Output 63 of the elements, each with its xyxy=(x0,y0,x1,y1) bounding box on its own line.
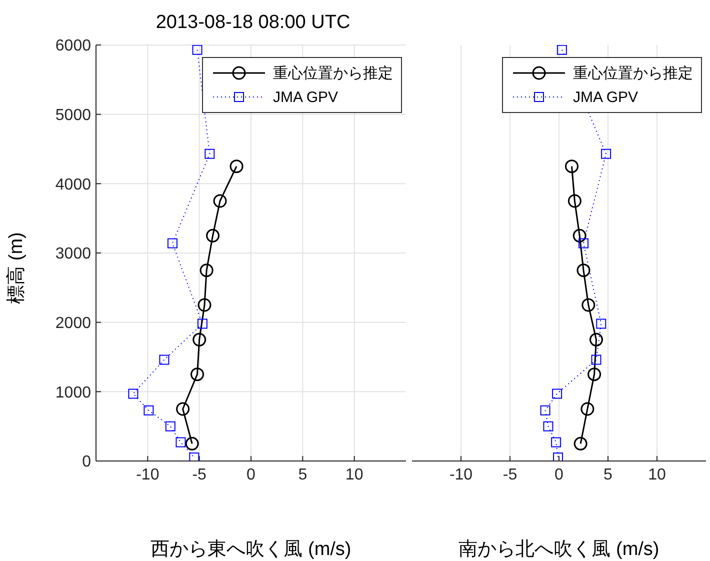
point xyxy=(596,318,606,329)
point xyxy=(185,436,199,450)
x-tick-label: 0 xyxy=(554,466,564,484)
y-tick-label: 2000 xyxy=(55,315,92,332)
y-tick-label: 6000 xyxy=(55,38,92,55)
x-tick-label: 0 xyxy=(246,466,256,484)
point xyxy=(213,194,227,208)
point xyxy=(159,354,170,365)
x-tick-label: -10 xyxy=(136,466,160,484)
legend-label: JMA GPV xyxy=(273,88,338,106)
point xyxy=(165,421,176,432)
x-tick-label: -5 xyxy=(192,466,207,484)
x-tick-label: 5 xyxy=(298,466,308,484)
point xyxy=(553,452,564,461)
legend-label: 重心位置から推定 xyxy=(573,64,693,82)
point xyxy=(176,437,186,448)
point xyxy=(540,405,550,416)
x-tick-label: -10 xyxy=(449,466,473,484)
point xyxy=(198,298,212,312)
point xyxy=(189,452,200,461)
point xyxy=(543,421,554,432)
point xyxy=(568,194,582,208)
point xyxy=(204,148,215,159)
point xyxy=(572,228,586,242)
point xyxy=(589,332,603,346)
point xyxy=(552,388,562,399)
x-axis-title: 西から東へ吹く風 (m/s) xyxy=(150,538,352,561)
point xyxy=(167,238,178,248)
x-tick-label: -5 xyxy=(502,466,518,484)
point xyxy=(192,45,202,55)
point xyxy=(144,405,154,416)
point xyxy=(192,332,206,346)
y-tick-label: 4000 xyxy=(55,176,92,194)
legend-label: 重心位置から推定 xyxy=(273,64,393,82)
y-tick-label: 5000 xyxy=(55,107,92,124)
y-tick-label: 0 xyxy=(82,454,92,471)
point xyxy=(230,160,244,174)
x-tick-label: 10 xyxy=(648,466,666,484)
point xyxy=(197,318,208,329)
point xyxy=(556,45,567,55)
point xyxy=(588,368,602,382)
point xyxy=(128,388,138,399)
point xyxy=(578,238,588,248)
x-axis-title: 南から北へ吹く風 (m/s) xyxy=(458,538,660,561)
point xyxy=(564,160,578,174)
point xyxy=(580,402,594,416)
legend-label: JMA GPV xyxy=(573,88,638,106)
y-tick-label: 1000 xyxy=(55,384,92,402)
y-tick-label: 3000 xyxy=(55,246,92,263)
point xyxy=(574,436,588,450)
x-tick-label: 10 xyxy=(345,466,364,484)
point xyxy=(551,437,562,448)
point xyxy=(601,148,612,159)
point xyxy=(206,228,220,242)
point xyxy=(200,264,214,278)
point xyxy=(176,402,190,416)
point xyxy=(591,354,602,365)
chart-title: 2013-08-18 08:00 UTC xyxy=(154,12,352,34)
point xyxy=(576,264,590,278)
point xyxy=(190,368,204,382)
point xyxy=(582,298,596,312)
y-axis-title: 標高 (m) xyxy=(5,232,28,304)
x-tick-label: 5 xyxy=(604,466,613,484)
